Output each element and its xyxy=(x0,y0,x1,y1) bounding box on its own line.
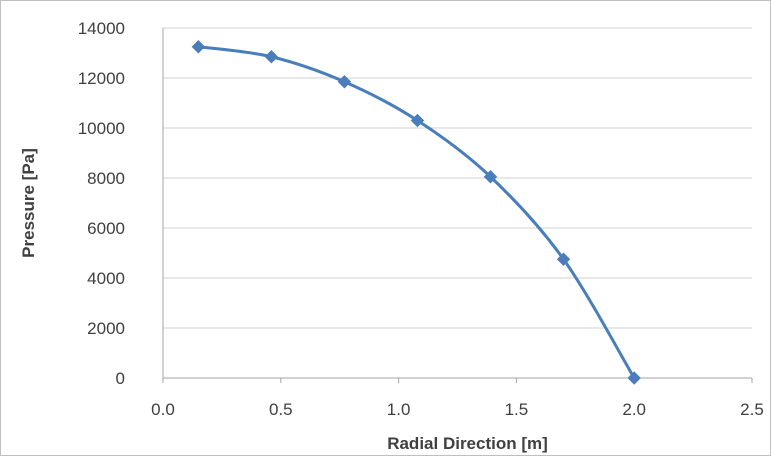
data-point xyxy=(337,75,352,89)
data-point xyxy=(264,50,279,64)
y-tick-label: 6000 xyxy=(87,219,125,238)
data-point xyxy=(556,252,571,266)
x-axis-label: Radial Direction [m] xyxy=(387,434,548,453)
y-tick-label: 10000 xyxy=(78,119,125,138)
x-tick-label: 0.5 xyxy=(269,400,293,419)
data-point xyxy=(483,170,498,184)
gridlines xyxy=(163,27,752,329)
x-tick-label: 0.0 xyxy=(151,400,175,419)
y-tick-labels: 0 2000 4000 6000 8000 10000 12000 14000 xyxy=(78,19,125,388)
y-tick-label: 0 xyxy=(116,369,125,388)
y-tick-label: 4000 xyxy=(87,269,125,288)
data-point xyxy=(410,113,425,128)
axes xyxy=(162,28,753,383)
y-tick-label: 8000 xyxy=(87,169,125,188)
data-point xyxy=(191,40,206,54)
x-tick-label: 1.5 xyxy=(505,400,529,419)
x-tick-label: 1.0 xyxy=(387,400,411,419)
data-point xyxy=(627,371,641,385)
x-tick-label: 2.5 xyxy=(740,400,764,419)
x-tick-label: 2.0 xyxy=(622,400,646,419)
y-tick-label: 12000 xyxy=(78,69,125,88)
y-tick-label: 14000 xyxy=(78,19,125,38)
series-group xyxy=(191,40,641,385)
y-tick-label: 2000 xyxy=(87,319,125,338)
y-axis-label: Pressure [Pa] xyxy=(19,148,38,258)
x-tick-labels: 0.0 0.5 1.0 1.5 2.0 2.5 xyxy=(151,400,764,419)
